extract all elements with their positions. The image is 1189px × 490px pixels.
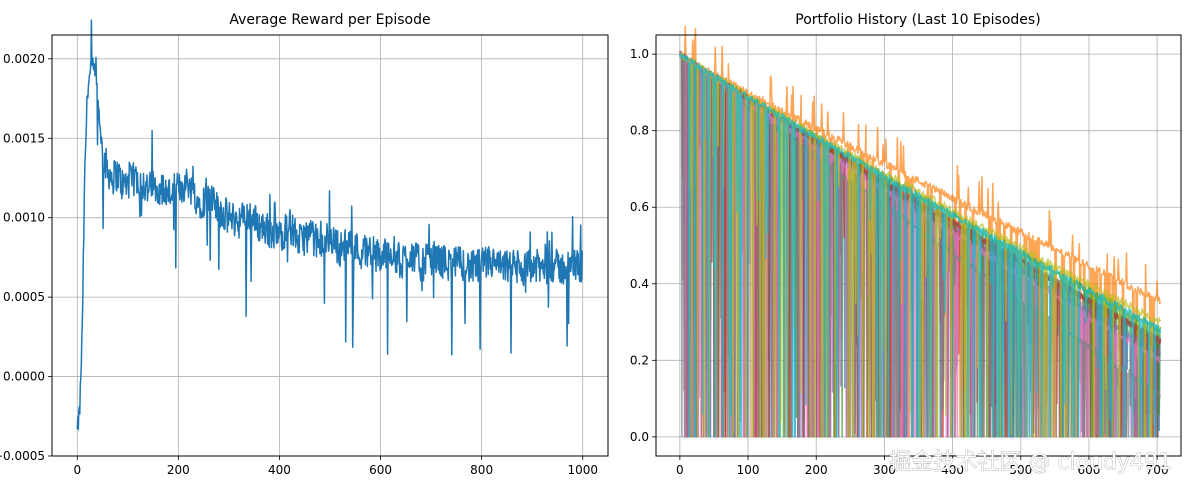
reward-chart-ytick-label: 0.0015 [3,131,45,145]
reward-chart-ytick-label: 0.0020 [3,52,45,66]
reward-chart-xtick-label: 400 [268,463,291,477]
reward-chart-xticks: 0 200 400 600 800 1000 [73,456,598,477]
portfolio-chart: 0 100 200 300 400 500 600 700 0.0 0.2 0.4 0.6 0.8 1.… [630,12,1182,477]
reward-chart-yticks: −0.0005 0.0000 0.0005 0.0010 0.0015 0.0020 [0,52,52,463]
reward-chart-title: Average Reward per Episode [229,12,430,28]
portfolio-chart-xticks: 0 100 200 300 400 500 600 700 [676,456,1169,477]
portfolio-chart-ytick-label: 1.0 [630,47,649,61]
reward-chart-xtick-label: 800 [470,463,493,477]
portfolio-chart-yticks: 0.0 0.2 0.4 0.6 0.8 1.0 [630,47,656,444]
watermark-text: 掘金技术社区 @ cloudy491 [889,450,1172,475]
reward-chart-xtick-label: 600 [369,463,392,477]
reward-chart: 0 200 400 600 800 1000 −0.0005 0.0000 0.0005 0.0… [0,12,609,477]
portfolio-chart-xtick-label: 500 [1009,463,1032,477]
reward-chart-ytick-label: 0.0010 [3,211,45,225]
portfolio-chart-xtick-label: 100 [737,463,760,477]
reward-chart-frame [51,34,609,457]
portfolio-chart-ytick-label: 0.6 [630,200,649,214]
reward-chart-xtick-label: 200 [167,463,190,477]
reward-series-line [76,19,583,431]
portfolio-chart-xtick-label: 400 [941,463,964,477]
reward-chart-xtick-label: 0 [73,463,81,477]
reward-chart-ytick-label: 0.0000 [3,370,45,384]
reward-chart-series [76,19,583,431]
portfolio-chart-ytick-label: 0.2 [630,353,649,367]
portfolio-chart-xtick-label: 0 [676,463,684,477]
portfolio-chart-series [679,25,1162,438]
portfolio-chart-xtick-label: 700 [1146,463,1169,477]
portfolio-chart-xtick-label: 200 [805,463,828,477]
reward-chart-ytick-label: −0.0005 [0,449,45,463]
portfolio-chart-xtick-label: 300 [873,463,896,477]
portfolio-chart-frame [655,34,1182,457]
portfolio-series-line [679,52,1162,438]
reward-chart-xtick-label: 1000 [567,463,598,477]
portfolio-chart-xtick-label: 600 [1078,463,1101,477]
portfolio-chart-ytick-label: 0.0 [630,430,649,444]
portfolio-chart-ytick-label: 0.4 [630,277,649,291]
portfolio-chart-title: Portfolio History (Last 10 Episodes) [795,12,1040,28]
portfolio-chart-ytick-label: 0.8 [630,124,649,138]
reward-chart-ytick-label: 0.0005 [3,290,45,304]
